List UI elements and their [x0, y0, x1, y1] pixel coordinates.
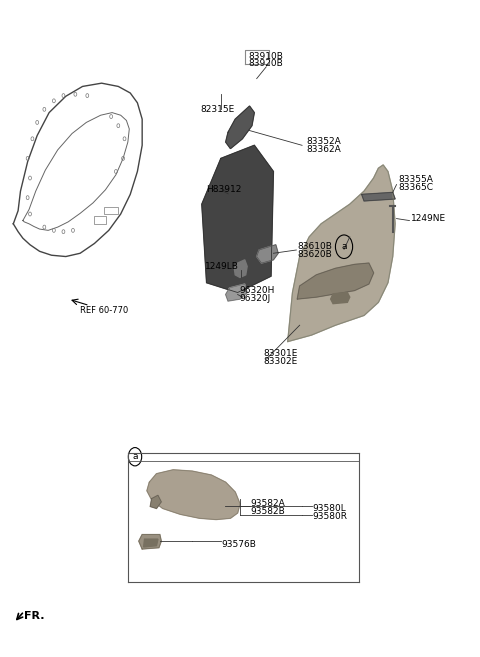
- Text: FR.: FR.: [24, 612, 45, 622]
- Polygon shape: [226, 284, 247, 301]
- Polygon shape: [288, 165, 395, 342]
- Text: 93582B: 93582B: [251, 507, 285, 516]
- Text: 93576B: 93576B: [222, 540, 257, 549]
- Text: 1249LB: 1249LB: [205, 262, 239, 271]
- Bar: [95, 216, 107, 224]
- Polygon shape: [234, 260, 247, 277]
- Text: a: a: [132, 452, 138, 461]
- Text: 83365C: 83365C: [398, 183, 433, 192]
- Text: 83355A: 83355A: [398, 175, 433, 184]
- Text: 83910B: 83910B: [249, 53, 284, 62]
- Text: 82315E: 82315E: [200, 105, 234, 114]
- Text: 83920B: 83920B: [249, 59, 284, 68]
- Polygon shape: [297, 263, 373, 299]
- Polygon shape: [257, 245, 278, 263]
- Text: 1249NE: 1249NE: [411, 214, 446, 223]
- Text: 93580L: 93580L: [312, 504, 346, 513]
- Text: 93580R: 93580R: [312, 512, 348, 521]
- Text: 96320H: 96320H: [239, 286, 275, 295]
- Text: 83301E: 83301E: [264, 349, 298, 358]
- Text: 83302E: 83302E: [264, 357, 298, 366]
- Text: REF 60-770: REF 60-770: [80, 306, 128, 315]
- Polygon shape: [362, 193, 395, 201]
- Polygon shape: [147, 470, 240, 520]
- Polygon shape: [202, 145, 274, 292]
- Text: 83362A: 83362A: [307, 145, 342, 154]
- Text: 83610B: 83610B: [297, 242, 332, 251]
- Bar: [104, 208, 118, 214]
- Text: a: a: [341, 242, 347, 251]
- Text: 83620B: 83620B: [297, 250, 332, 259]
- Polygon shape: [139, 535, 161, 549]
- Text: 83352A: 83352A: [307, 137, 342, 146]
- Text: 93582A: 93582A: [251, 499, 285, 509]
- Text: H83912: H83912: [205, 185, 241, 194]
- Polygon shape: [331, 292, 350, 304]
- Text: 96320J: 96320J: [239, 294, 270, 303]
- Polygon shape: [144, 539, 158, 547]
- Polygon shape: [226, 106, 254, 148]
- Polygon shape: [150, 495, 161, 509]
